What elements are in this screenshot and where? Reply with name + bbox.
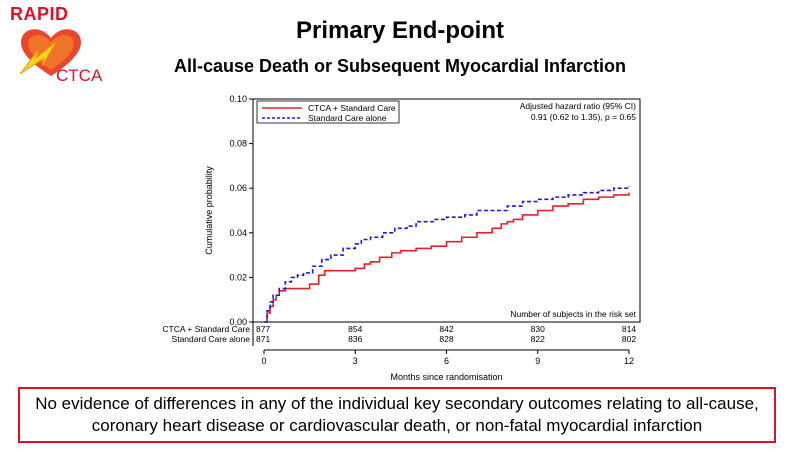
risk-value: 828	[439, 334, 453, 344]
legend-label-1: Standard Care alone	[308, 113, 387, 123]
heart-lightning-icon	[19, 29, 81, 76]
y-tick-label: 0.00	[229, 317, 247, 327]
y-tick-label: 0.04	[229, 228, 247, 238]
series-line-1	[264, 185, 630, 323]
risk-value: 802	[622, 334, 636, 344]
x-axis-label: Months since randomisation	[390, 372, 502, 382]
hazard-ratio-annotation-1: 0.91 (0.62 to 1.35), p = 0.65	[531, 112, 636, 122]
x-tick-label: 3	[353, 356, 358, 366]
plot-frame	[252, 98, 641, 323]
y-tick-label: 0.02	[229, 272, 247, 282]
y-axis-label: Cumulative probability	[204, 166, 214, 255]
legend-label-0: CTCA + Standard Care	[308, 103, 396, 113]
kaplan-meier-chart: 0.00 0.02 0.04 0.06 0.08 0.10 Cumulative proba…	[162, 94, 641, 382]
risk-value: 871	[256, 334, 270, 344]
risk-set-header: Number of subjects in the risk set	[510, 309, 636, 319]
slide-title: Primary End-point	[295, 17, 505, 44]
x-tick-label: 6	[444, 356, 449, 366]
risk-value: 877	[256, 324, 270, 334]
y-tick-label: 0.08	[229, 139, 247, 149]
conclusion-callout: No evidence of differences in any of the…	[18, 387, 776, 443]
risk-row-label-1: Standard Care alone	[172, 334, 251, 344]
risk-row-label-0: CTCA + Standard Care	[162, 324, 250, 334]
hazard-ratio-annotation-0: Adjusted hazard ratio (95% CI)	[520, 101, 636, 111]
y-tick-label: 0.10	[229, 94, 247, 104]
logo-top-text: RAPID	[10, 4, 69, 24]
x-tick-label: 9	[535, 356, 540, 366]
risk-value: 836	[348, 334, 362, 344]
y-tick-label: 0.06	[229, 183, 247, 193]
risk-value: 830	[531, 324, 545, 334]
slide-subtitle: All-cause Death or Subsequent Myocardial…	[173, 56, 627, 76]
risk-value: 814	[622, 324, 636, 334]
x-tick-label: 12	[624, 356, 634, 366]
conclusion-text: No evidence of differences in any of the…	[35, 394, 759, 435]
x-tick-label: 0	[261, 356, 266, 366]
risk-value: 822	[531, 334, 545, 344]
rapid-ctca-logo: RAPID CTCA	[8, 4, 108, 88]
risk-value: 854	[348, 324, 362, 334]
risk-value: 842	[439, 324, 453, 334]
series-line-0	[264, 192, 630, 323]
logo-bottom-text: CTCA	[56, 66, 103, 85]
